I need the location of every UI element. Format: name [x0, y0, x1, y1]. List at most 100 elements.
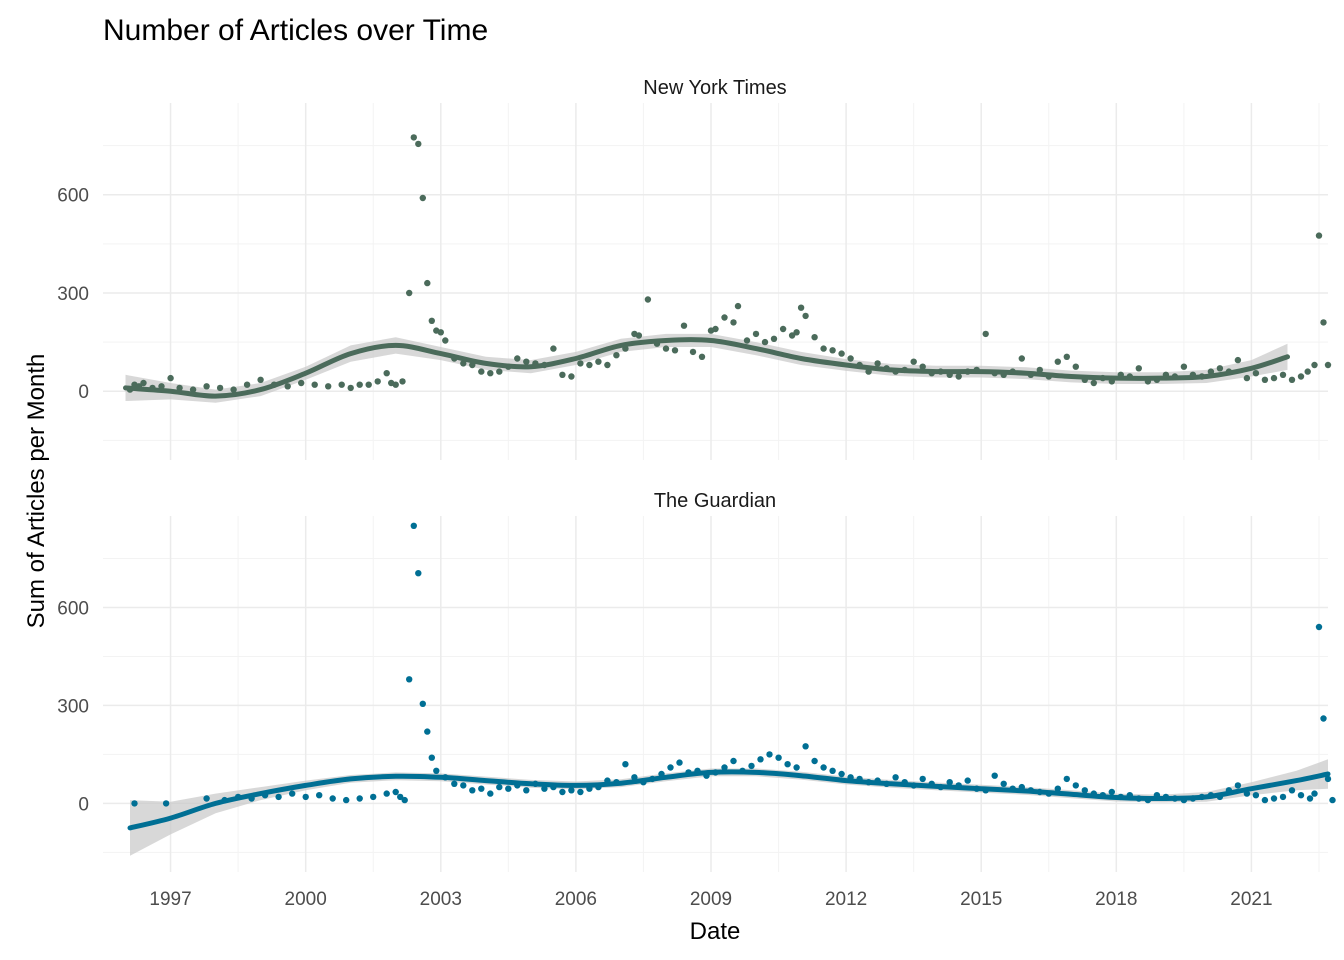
data-point — [311, 381, 318, 388]
data-point — [1252, 792, 1260, 799]
data-point — [622, 761, 629, 768]
data-point — [399, 378, 406, 385]
data-point — [284, 383, 291, 390]
data-point — [374, 378, 381, 385]
data-point — [1320, 319, 1327, 326]
data-point — [460, 360, 467, 367]
data-point — [604, 361, 611, 369]
data-point — [586, 361, 593, 369]
data-point — [811, 757, 818, 765]
data-point — [662, 345, 670, 352]
grid-minor — [103, 103, 1328, 460]
data-point — [788, 332, 796, 339]
smooth-line — [127, 769, 1331, 831]
data-point — [424, 279, 431, 287]
data-point — [712, 325, 719, 333]
data-point — [406, 676, 413, 683]
data-point — [550, 345, 557, 352]
data-point — [1063, 775, 1071, 783]
data-point — [460, 782, 467, 789]
confidence-band — [125, 333, 1288, 403]
data-point — [1081, 787, 1089, 794]
data-point — [1234, 782, 1242, 789]
data-point — [428, 754, 435, 761]
data-point — [1315, 623, 1323, 631]
data-point — [568, 373, 575, 380]
data-point — [820, 764, 827, 771]
data-point — [1270, 374, 1278, 382]
data-point — [392, 381, 399, 388]
data-point — [289, 790, 296, 797]
data-point — [1216, 365, 1224, 372]
data-point — [770, 335, 778, 342]
chart-title: Number of Articles over Time — [103, 14, 488, 47]
data-point — [1279, 371, 1287, 378]
data-point — [748, 762, 755, 770]
data-point — [1329, 796, 1336, 804]
data-point — [982, 330, 989, 338]
data-point — [1090, 379, 1098, 387]
data-point — [1297, 792, 1305, 799]
data-point — [203, 383, 210, 390]
data-point — [946, 779, 953, 786]
data-point — [216, 384, 224, 392]
data-point — [275, 793, 282, 801]
data-point — [1324, 775, 1332, 783]
data-point — [469, 787, 476, 794]
x-tick-label: 2018 — [1095, 889, 1137, 910]
data-point — [442, 337, 449, 344]
data-point — [176, 384, 183, 392]
data-point — [496, 783, 503, 791]
data-point — [230, 386, 237, 393]
data-point — [919, 775, 926, 783]
confidence-band-area — [125, 333, 1288, 403]
data-point — [874, 360, 881, 367]
data-point — [667, 764, 674, 771]
data-point — [505, 785, 512, 792]
grid-major — [103, 103, 1328, 460]
data-point — [1279, 793, 1287, 801]
data-point — [761, 338, 769, 346]
data-point — [365, 381, 372, 388]
data-point — [559, 371, 566, 378]
data-point — [140, 379, 147, 387]
data-point — [329, 795, 336, 802]
data-point — [838, 350, 845, 357]
data-point — [325, 383, 332, 390]
smooth-trend-line — [127, 769, 1331, 831]
data-point — [514, 355, 521, 362]
x-tick-label: 2015 — [960, 889, 1002, 910]
data-point — [397, 793, 404, 801]
data-point — [698, 353, 706, 360]
x-axis-title: Date — [690, 918, 741, 945]
data-point — [1297, 373, 1305, 380]
data-point — [1054, 358, 1062, 365]
data-point — [257, 376, 264, 383]
data-point — [1243, 374, 1251, 382]
data-point — [847, 355, 854, 362]
x-tick-label: 2006 — [555, 889, 597, 910]
data-point — [478, 785, 485, 792]
data-point — [793, 329, 800, 336]
data-point — [415, 570, 422, 577]
data-point — [167, 374, 174, 382]
data-point — [1000, 780, 1007, 787]
data-point — [1054, 785, 1062, 792]
x-tick-labels: 1997 2000 2003 2006 2009 2012 2015 2018 2021 — [149, 889, 1272, 910]
data-point — [189, 386, 197, 393]
data-point — [410, 134, 417, 141]
data-point — [595, 358, 602, 365]
data-point — [568, 787, 575, 794]
grid-major — [103, 516, 1328, 872]
data-point — [316, 792, 323, 799]
data-point — [1063, 353, 1071, 360]
data-point — [1072, 782, 1080, 789]
data-point — [1261, 376, 1269, 383]
y-tick-labels: 0 300 600 — [57, 186, 89, 404]
data-point — [1135, 365, 1143, 372]
y-tick-label: 300 — [57, 284, 89, 305]
data-point — [910, 358, 917, 365]
data-point — [802, 312, 809, 320]
data-point — [487, 790, 494, 797]
